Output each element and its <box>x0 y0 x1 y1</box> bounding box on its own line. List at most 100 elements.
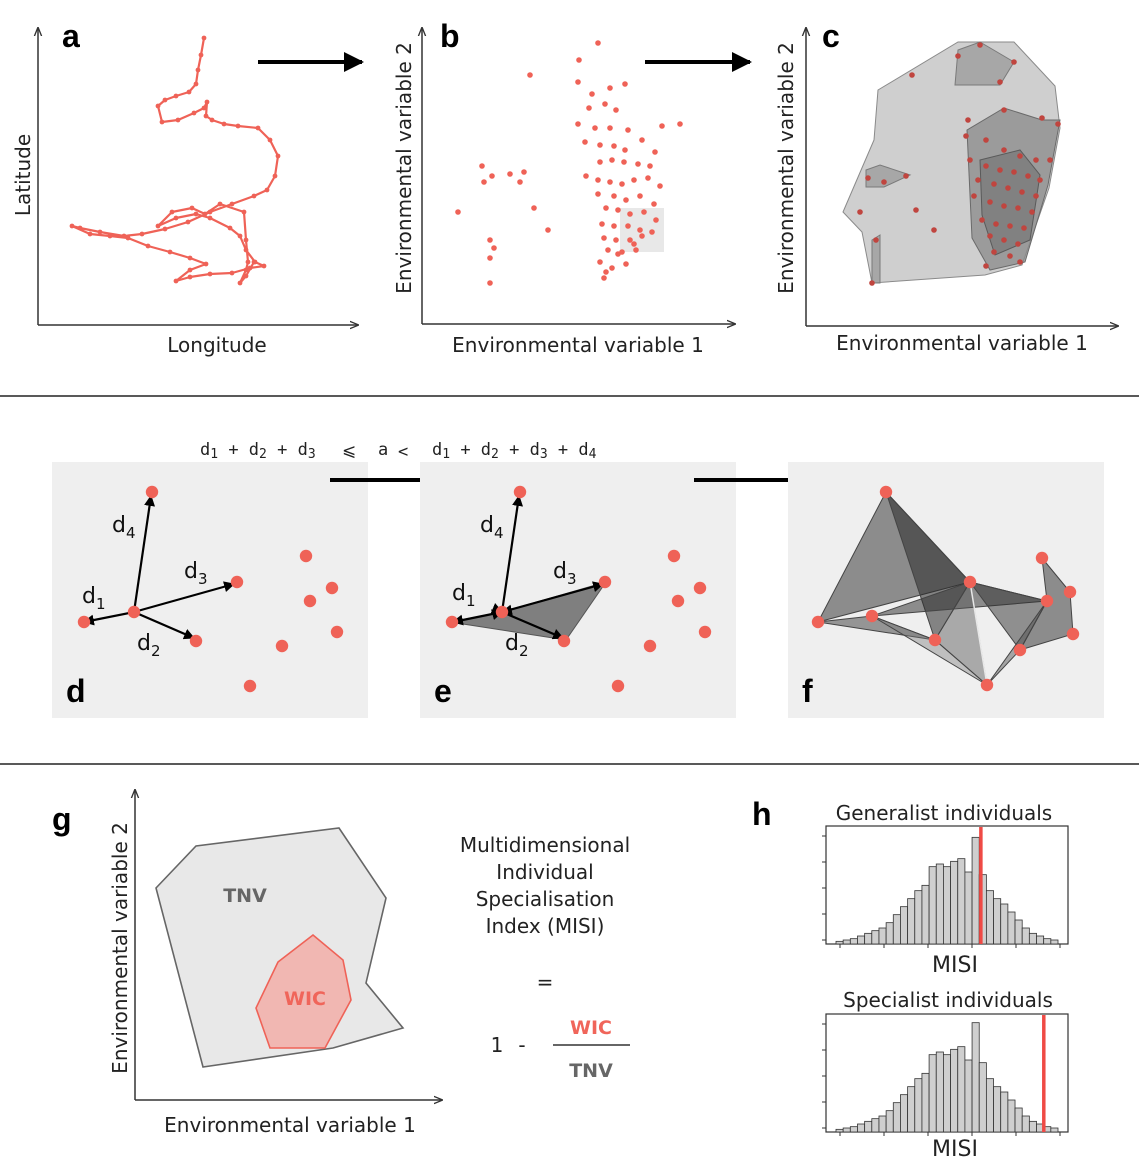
histogram-bar <box>892 1102 901 1133</box>
movement-track <box>70 37 280 285</box>
histogram-bar <box>914 1078 923 1133</box>
histogram-bar <box>900 906 909 945</box>
env-point <box>481 179 487 185</box>
track-point <box>237 280 243 286</box>
formula-lhs: d1 + d2 + d3 <box>200 440 316 462</box>
histogram-bar <box>1050 1127 1059 1133</box>
point <box>145 485 159 499</box>
track-point <box>229 270 235 276</box>
track-point <box>251 193 257 199</box>
track-point <box>255 125 261 131</box>
track-point <box>125 235 131 241</box>
track-point <box>275 153 281 159</box>
sub-hull <box>865 164 912 188</box>
point <box>299 549 313 563</box>
track-point <box>227 225 233 231</box>
histogram-title: Generalist individuals <box>836 801 1052 825</box>
env-point <box>983 137 989 143</box>
env-point <box>639 137 645 143</box>
point <box>1035 551 1049 565</box>
track-point <box>235 123 241 129</box>
env-point <box>1033 193 1039 199</box>
formula: d1 + d2 + d3 ⩽ a < d1 + d2 + d3 + d4 <box>200 440 597 462</box>
label-tnv: TNV <box>223 885 267 907</box>
point <box>667 549 681 563</box>
env-point <box>627 211 633 217</box>
histogram-bar <box>957 858 966 945</box>
env-point <box>647 163 653 169</box>
track-points <box>69 35 281 286</box>
histogram-bar <box>907 898 916 945</box>
env-point <box>609 157 615 163</box>
env-point <box>865 175 871 181</box>
env-point <box>619 181 625 187</box>
histogram-bar <box>1000 1091 1009 1133</box>
histogram-ticks <box>822 835 1061 948</box>
histogram-generalist: Generalist individuals MISI <box>822 801 1069 978</box>
panel-f: f <box>788 462 1104 718</box>
point <box>1013 643 1027 657</box>
track-point <box>121 233 127 239</box>
label-d3: d3 <box>553 559 577 588</box>
env-point <box>521 169 527 175</box>
env-point <box>631 177 637 183</box>
panel-e: d1 d2 d3 d4 e <box>420 462 736 718</box>
env-point <box>1001 203 1007 209</box>
label-d1: d1 <box>82 584 106 613</box>
env-point <box>625 127 631 133</box>
env-point <box>1039 115 1045 121</box>
formula-mid: a <box>378 440 388 460</box>
env-point <box>491 245 497 251</box>
histogram-ticks <box>822 1023 1061 1136</box>
histogram-bar <box>835 940 844 945</box>
track-point <box>217 201 223 207</box>
track-point <box>245 259 251 265</box>
histogram-bar <box>985 890 994 945</box>
label-d1: d1 <box>452 581 476 610</box>
point <box>865 609 879 623</box>
histogram-bars <box>835 1022 1059 1133</box>
histogram-bar <box>878 1115 887 1133</box>
vector-d4 <box>500 494 524 613</box>
axis-label-env2: Environmental variable 2 <box>774 42 798 294</box>
env-point <box>677 121 683 127</box>
point <box>1063 585 1077 599</box>
env-point <box>603 269 609 275</box>
env-point <box>1047 157 1053 163</box>
track-point <box>187 255 193 261</box>
points <box>445 485 712 693</box>
axis-label-env2: Environmental variable 2 <box>392 42 416 294</box>
env-point <box>622 81 628 87</box>
env-point <box>963 133 969 139</box>
track-point <box>107 233 113 239</box>
track-point <box>267 137 273 143</box>
track-point <box>203 261 209 267</box>
sub-hull <box>871 234 881 284</box>
point <box>698 625 712 639</box>
misi-line-2: Individual <box>496 860 593 884</box>
misi-definition: Multidimensional Individual Specialisati… <box>460 833 630 1082</box>
histogram-bar <box>914 890 923 945</box>
env-point <box>652 149 658 155</box>
axis-label-env2: Environmental variable 2 <box>108 822 132 1074</box>
env-point <box>635 161 641 167</box>
track-point <box>162 226 168 232</box>
histogram-bar <box>921 884 930 945</box>
track-point <box>195 67 201 73</box>
point <box>127 605 141 619</box>
env-point <box>601 275 607 281</box>
env-point <box>971 193 977 199</box>
misi-denominator: TNV <box>569 1060 613 1082</box>
misi-line-1: Multidimensional <box>460 833 630 857</box>
label-d4: d4 <box>112 513 136 542</box>
points <box>77 485 344 693</box>
point <box>598 575 612 589</box>
env-point <box>576 57 582 63</box>
histogram-bar <box>885 1110 894 1133</box>
env-point <box>487 280 493 286</box>
env-point <box>987 233 993 239</box>
env-point <box>595 177 601 183</box>
panel-label-h: h <box>752 796 772 832</box>
histogram-bar <box>1007 911 1016 945</box>
env-point <box>633 247 639 253</box>
